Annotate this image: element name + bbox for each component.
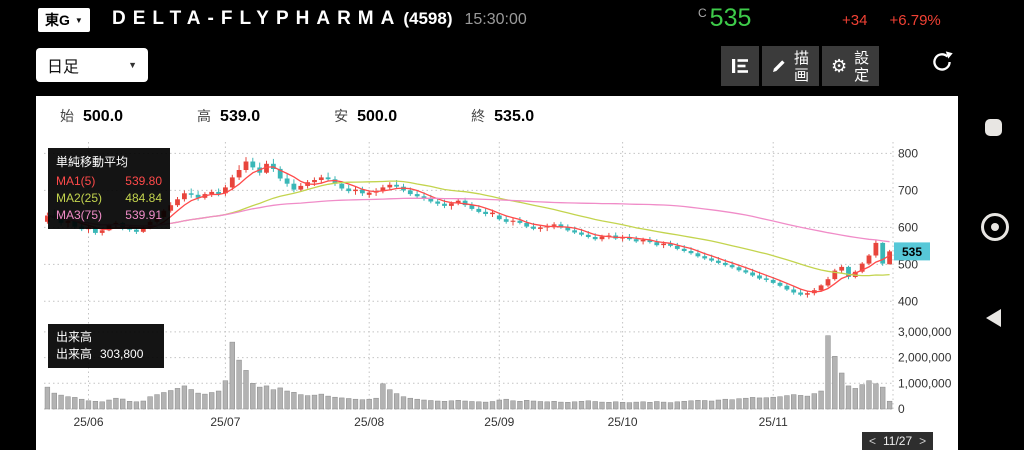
svg-text:700: 700: [898, 183, 918, 197]
open-value: 500.0: [83, 108, 124, 125]
high-label: 高: [197, 108, 212, 124]
android-back-icon[interactable]: [986, 309, 1001, 327]
quote-list-button[interactable]: [721, 46, 759, 86]
settings-button[interactable]: ⚙ 設定: [822, 46, 880, 86]
ma1-row: MA1(5) 539.80: [56, 173, 162, 190]
ma1-label: MA1(5): [56, 174, 96, 188]
list-icon: [732, 59, 748, 73]
close-flag: C: [698, 6, 707, 20]
home-dot-icon: [991, 223, 999, 231]
ma3-value: 539.91: [125, 208, 162, 222]
draw-button-label: 描画: [793, 50, 809, 82]
low-label: 安: [334, 108, 349, 124]
volume-legend-title: 出来高: [56, 330, 93, 344]
android-home-button[interactable]: [981, 213, 1009, 241]
svg-text:535: 535: [902, 245, 922, 259]
ma-legend: 単純移動平均 MA1(5) 539.80 MA2(25) 484.84 MA3(…: [48, 148, 170, 229]
svg-text:800: 800: [898, 146, 918, 160]
ma2-value: 484.84: [125, 191, 162, 205]
volume-current: 出来高 303,800: [56, 346, 156, 363]
svg-text:600: 600: [898, 220, 918, 234]
svg-text:2,000,000: 2,000,000: [898, 351, 952, 365]
market-segment-selector[interactable]: 東G ▼: [38, 8, 90, 32]
svg-text:25/08: 25/08: [354, 415, 384, 429]
svg-text:0: 0: [898, 402, 905, 416]
current-quote: C 535: [698, 4, 751, 32]
title-group: DELTA-FLYPHARMA (4598) 15:30:00: [112, 8, 527, 30]
ma2-row: MA2(25) 484.84: [56, 190, 162, 207]
svg-text:500: 500: [898, 257, 918, 271]
svg-text:1,000,000: 1,000,000: [898, 376, 952, 390]
quote-time: 15:30:00: [464, 11, 527, 28]
open-label: 始: [60, 108, 74, 124]
ma2-label: MA2(25): [56, 191, 103, 205]
volume-legend: 出来高 出来高 303,800: [48, 324, 164, 368]
pager-date: 11/27: [883, 434, 913, 448]
date-pager[interactable]: < 11/27 >: [862, 432, 934, 450]
price-volume-chart[interactable]: 800 700 600 500 400 3,000,000 2,000,000 1,000,0…: [36, 96, 958, 450]
ma1-value: 539.80: [125, 174, 162, 188]
volume-label: 出来高: [56, 347, 93, 361]
market-segment-label: 東G: [45, 12, 70, 28]
stock-name: DELTA-FLYPHARMA: [112, 8, 402, 29]
svg-text:3,000,000: 3,000,000: [898, 325, 952, 339]
svg-text:25/10: 25/10: [608, 415, 638, 429]
ohlc-high: 高 539.0: [197, 106, 260, 126]
chart-tool-buttons: 描画 ⚙ 設定: [721, 46, 880, 86]
volume-value: 303,800: [100, 347, 144, 361]
ma-legend-title: 単純移動平均: [56, 155, 129, 169]
svg-text:25/06: 25/06: [73, 415, 103, 429]
low-value: 500.0: [357, 108, 398, 125]
price-change: +34: [842, 12, 868, 29]
price-change-percent: +6.79%: [889, 12, 941, 29]
pencil-icon: [773, 60, 785, 72]
draw-button[interactable]: 描画: [762, 46, 819, 86]
ma3-label: MA3(75): [56, 208, 103, 222]
current-price: 535: [709, 4, 752, 32]
svg-text:25/09: 25/09: [484, 415, 514, 429]
android-recents-button[interactable]: [985, 119, 1002, 136]
ma3-row: MA3(75) 539.91: [56, 207, 162, 224]
close-label: 終: [471, 108, 486, 124]
pager-prev-icon[interactable]: <: [869, 434, 877, 448]
svg-text:25/07: 25/07: [210, 415, 240, 429]
pager-next-icon[interactable]: >: [919, 434, 927, 448]
stock-code: (4598): [403, 9, 453, 28]
ohlc-low: 安 500.0: [334, 106, 397, 126]
timeframe-select[interactable]: 日足 ▼: [36, 48, 148, 82]
refresh-icon: [933, 51, 953, 71]
svg-text:400: 400: [898, 294, 918, 308]
ohlc-row: 始 500.0 高 539.0 安 500.0 終 535.0: [60, 106, 534, 126]
svg-text:25/11: 25/11: [759, 415, 788, 429]
change-group: +34 +6.79%: [842, 12, 941, 29]
ohlc-close: 終 535.0: [471, 106, 534, 126]
settings-button-label: 設定: [854, 50, 870, 82]
high-value: 539.0: [220, 108, 261, 125]
timeframe-value: 日足: [47, 59, 80, 76]
chevron-down-icon: ▼: [74, 15, 83, 25]
close-value: 535.0: [494, 108, 535, 125]
refresh-button[interactable]: [930, 50, 954, 77]
gear-icon: ⚙: [831, 56, 848, 76]
chart-panel: 800 700 600 500 400 3,000,000 2,000,000 1,000,0…: [36, 96, 958, 450]
chevron-down-icon: ▼: [128, 60, 137, 70]
ohlc-open: 始 500.0: [60, 106, 123, 126]
